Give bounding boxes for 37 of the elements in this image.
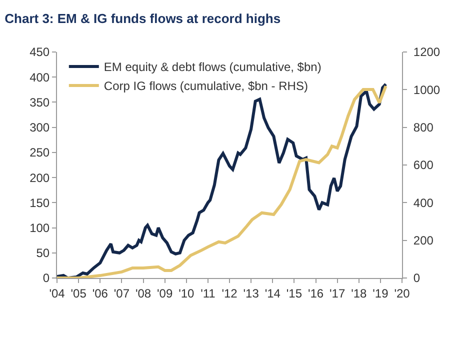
x-tick-label: '18 bbox=[351, 286, 368, 300]
y-tick-label: 250 bbox=[30, 146, 50, 160]
x-tick-label: '15 bbox=[286, 286, 302, 300]
x-tick-label: '04 bbox=[49, 286, 66, 300]
x-tick-label: '05 bbox=[70, 286, 87, 300]
y-tick-label: 300 bbox=[30, 120, 50, 135]
x-tick-label: '10 bbox=[178, 286, 195, 300]
y2-tick-label: 800 bbox=[413, 120, 434, 135]
x-tick-label: '09 bbox=[156, 286, 173, 300]
y-tick-label: 150 bbox=[30, 196, 50, 210]
y2-tick-label: 200 bbox=[413, 234, 434, 248]
y-tick-label: 50 bbox=[36, 246, 50, 260]
x-tick-label: '14 bbox=[264, 286, 281, 300]
x-tick-label: '13 bbox=[243, 286, 260, 300]
x-tick-label: '16 bbox=[308, 286, 324, 300]
y-tick-label: 200 bbox=[30, 170, 50, 185]
x-tick-label: '20 bbox=[394, 286, 410, 300]
y-tick-label: 450 bbox=[30, 45, 50, 60]
y-tick-label: 0 bbox=[42, 271, 50, 286]
legend-label: EM equity & debt flows (cumulative, $bn) bbox=[104, 60, 322, 74]
y-tick-label: 400 bbox=[30, 70, 50, 84]
y-tick-label: 100 bbox=[30, 220, 50, 235]
x-tick-label: '07 bbox=[114, 286, 130, 300]
x-tick-label: '11 bbox=[200, 286, 216, 300]
x-tick-label: '06 bbox=[92, 286, 108, 300]
x-tick-label: '12 bbox=[222, 286, 238, 300]
x-tick-label: '19 bbox=[372, 286, 389, 300]
y2-tick-label: 1000 bbox=[413, 82, 440, 97]
x-tick-label: '08 bbox=[135, 286, 152, 300]
y2-tick-label: 400 bbox=[413, 196, 434, 210]
y2-tick-label: 600 bbox=[413, 158, 434, 172]
y2-tick-label: 1200 bbox=[413, 45, 440, 60]
legend-label: Corp IG flows (cumulative, $bn - RHS) bbox=[104, 79, 308, 94]
y2-tick-label: 0 bbox=[413, 271, 420, 286]
y-tick-label: 350 bbox=[30, 95, 50, 110]
x-tick-label: '17 bbox=[329, 286, 346, 300]
chart-title: Chart 3: EM & IG funds flows at record highs bbox=[4, 11, 281, 26]
